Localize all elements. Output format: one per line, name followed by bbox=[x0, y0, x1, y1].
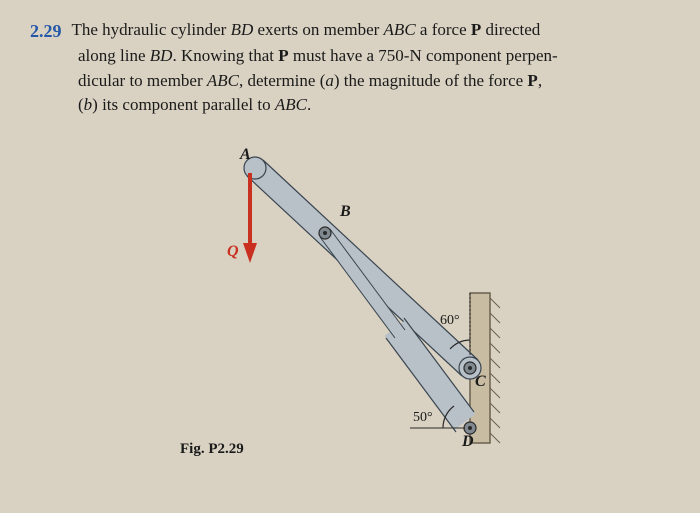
force-arrow-q bbox=[243, 173, 257, 263]
text-line-4: (b) its component parallel to ABC. bbox=[78, 93, 670, 118]
figure-caption: Fig. P2.29 bbox=[180, 441, 244, 458]
problem-number: 2.29 bbox=[30, 18, 62, 44]
problem-statement: 2.29 The hydraulic cylinder BD exerts on… bbox=[30, 18, 670, 118]
figure-diagram: A B C D Q 60° 50° Fig. P2.29 bbox=[140, 138, 560, 478]
label-q: Q bbox=[227, 243, 239, 261]
angle-60: 60° bbox=[440, 313, 460, 329]
label-d: D bbox=[462, 433, 474, 451]
text-line-3: dicular to member ABC, determine (a) the… bbox=[78, 69, 670, 94]
angle-50: 50° bbox=[413, 410, 433, 426]
cylinder-bd bbox=[320, 229, 474, 432]
label-b: B bbox=[340, 203, 351, 221]
mechanism-svg bbox=[140, 138, 560, 478]
text-line-2: along line BD. Knowing that P must have … bbox=[78, 44, 670, 69]
label-a: A bbox=[240, 146, 251, 164]
text-line-1: The hydraulic cylinder BD exerts on memb… bbox=[72, 18, 541, 44]
label-c: C bbox=[475, 373, 486, 391]
member-abc bbox=[244, 157, 481, 379]
